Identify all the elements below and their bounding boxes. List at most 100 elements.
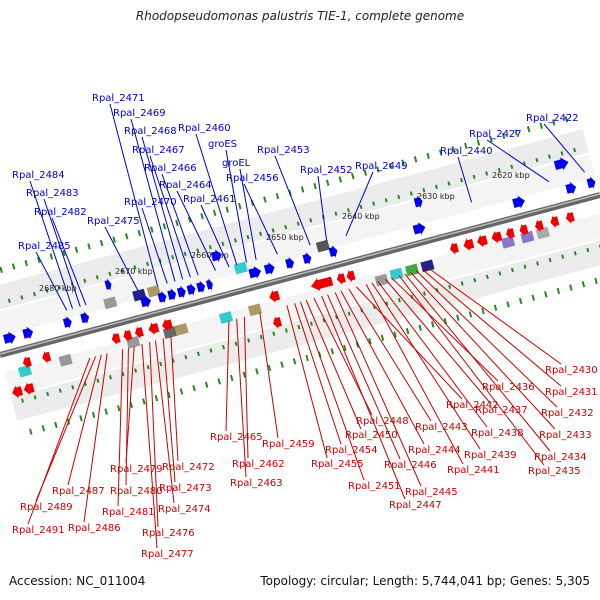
forward-callout-line bbox=[43, 198, 81, 307]
forward-gene-label: Rpal_2460 bbox=[178, 123, 231, 134]
tick-mark bbox=[384, 198, 388, 203]
tick-mark bbox=[581, 281, 586, 288]
reverse-gene-label: Rpal_2431 bbox=[545, 387, 598, 398]
reverse-callout-line bbox=[117, 349, 124, 507]
forward-gene-arrow bbox=[205, 278, 213, 291]
reverse-gene-label: Rpal_2476 bbox=[142, 528, 195, 539]
backbone-highlight bbox=[0, 193, 600, 355]
reverse-callout-line bbox=[294, 303, 342, 445]
tick-mark bbox=[531, 294, 535, 301]
tick-mark bbox=[343, 344, 347, 352]
tick-mark bbox=[564, 115, 569, 123]
forward-gene-arrow bbox=[413, 195, 423, 209]
tick-mark bbox=[422, 188, 426, 193]
tick-mark bbox=[91, 411, 96, 419]
forward-gene-label: Rpal_2453 bbox=[257, 145, 310, 156]
reverse-callout-line bbox=[356, 286, 463, 400]
tick-mark bbox=[284, 224, 288, 230]
reverse-gene-arrow bbox=[565, 211, 575, 224]
feature-block bbox=[501, 235, 516, 249]
reverse-callout-line bbox=[410, 272, 556, 430]
tick-mark bbox=[489, 136, 493, 143]
tick-mark bbox=[21, 398, 25, 403]
tick-mark bbox=[481, 307, 485, 315]
feature-block bbox=[174, 322, 189, 336]
tick-mark bbox=[209, 348, 213, 353]
tick-mark bbox=[46, 391, 50, 397]
tick-mark bbox=[225, 206, 229, 213]
tick-mark bbox=[33, 395, 37, 400]
forward-gene-label: Rpal_2452 bbox=[300, 165, 353, 176]
tick-mark bbox=[548, 257, 552, 263]
tick-mark bbox=[325, 179, 330, 186]
reverse-callout-line bbox=[67, 354, 102, 486]
reverse-callout-line bbox=[170, 336, 179, 462]
reverse-gene-arrow bbox=[550, 215, 560, 228]
tick-mark bbox=[338, 176, 342, 183]
tick-mark bbox=[230, 374, 234, 382]
tick-mark bbox=[159, 361, 163, 367]
reverse-callout-line bbox=[313, 297, 373, 416]
forward-gene-label: groEL bbox=[222, 158, 251, 169]
reverse-gene-arrow bbox=[310, 276, 334, 291]
tick-mark bbox=[234, 341, 238, 346]
tick-mark bbox=[523, 264, 527, 269]
tick-mark bbox=[359, 204, 363, 210]
feature-block bbox=[17, 364, 33, 378]
tick-mark bbox=[183, 251, 187, 257]
tick-mark bbox=[246, 234, 250, 240]
reverse-callout-line bbox=[327, 294, 401, 460]
tick-mark bbox=[401, 159, 405, 166]
forward-gene-arrow bbox=[302, 252, 312, 265]
tick-mark bbox=[280, 361, 284, 368]
tick-mark bbox=[11, 263, 16, 270]
tick-mark bbox=[468, 311, 473, 318]
forward-gene-label: Rpal_2449 bbox=[355, 161, 408, 172]
tick-mark bbox=[7, 298, 11, 303]
tick-mark bbox=[124, 233, 129, 240]
tick-mark bbox=[221, 241, 225, 247]
tick-mark bbox=[472, 174, 476, 180]
tick-mark bbox=[196, 248, 200, 253]
forward-callout-line bbox=[200, 204, 230, 268]
forward-callout-line bbox=[109, 103, 159, 287]
tick-mark bbox=[108, 271, 112, 277]
forward-callout-line bbox=[457, 156, 473, 203]
reverse-gene-label: Rpal_2491 bbox=[12, 525, 65, 536]
reverse-callout-line bbox=[155, 340, 175, 504]
tick-mark bbox=[388, 162, 393, 170]
reverse-gene-arrow bbox=[162, 318, 173, 332]
reverse-gene-label: Rpal_2430 bbox=[545, 365, 598, 376]
tick-mark bbox=[133, 265, 137, 270]
tick-mark bbox=[212, 209, 217, 217]
reverse-callout-line bbox=[299, 301, 365, 481]
tick-mark bbox=[108, 375, 112, 380]
tick-mark bbox=[292, 358, 297, 365]
forward-gene-arrow bbox=[512, 195, 525, 209]
kbp-label: 2680 kbp bbox=[39, 284, 77, 293]
tick-mark bbox=[460, 281, 464, 286]
reverse-gene-arrow bbox=[535, 219, 544, 233]
tick-mark bbox=[536, 261, 540, 266]
forward-gene-label: Rpal_2485 bbox=[18, 241, 71, 252]
reverse-gene-label: Rpal_2459 bbox=[262, 439, 315, 450]
reverse-gene-label: Rpal_2473 bbox=[159, 483, 212, 494]
tick-mark bbox=[451, 146, 456, 153]
reverse-gene-label: Rpal_2433 bbox=[539, 430, 592, 441]
tick-mark bbox=[560, 151, 564, 156]
forward-gene-label: Rpal_2422 bbox=[526, 113, 579, 124]
tick-mark bbox=[376, 166, 380, 173]
tick-mark bbox=[217, 378, 221, 385]
tick-mark bbox=[514, 129, 518, 136]
tick-mark bbox=[271, 228, 275, 233]
tick-mark bbox=[267, 364, 272, 372]
tick-mark bbox=[96, 378, 100, 383]
reverse-gene-arrow bbox=[23, 382, 35, 396]
reverse-callout-line bbox=[259, 312, 279, 439]
tick-mark bbox=[347, 208, 350, 213]
reverse-callout-line bbox=[149, 341, 159, 528]
reverse-gene-label: Rpal_2441 bbox=[447, 465, 500, 476]
tick-mark bbox=[233, 238, 237, 243]
reverse-gene-arrow bbox=[42, 350, 52, 364]
